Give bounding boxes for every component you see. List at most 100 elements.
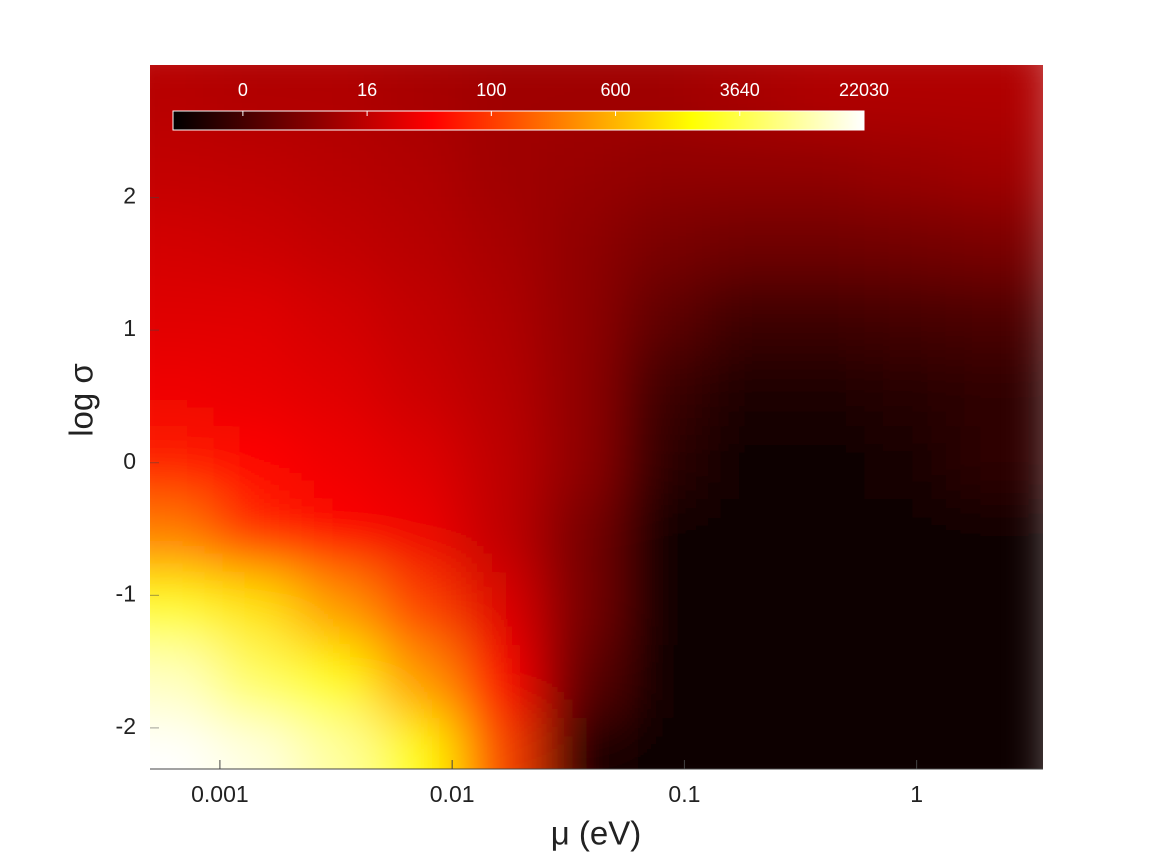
heat-cell — [783, 353, 866, 427]
heat-cell — [619, 426, 703, 500]
heat-cell — [702, 207, 785, 281]
heat-cell — [150, 499, 215, 573]
heat-cell — [864, 426, 947, 500]
heat-cell — [619, 717, 703, 769]
heat-cell — [213, 499, 297, 573]
heat-cell — [150, 353, 215, 427]
heat-cell — [539, 426, 621, 500]
heat-cell — [377, 426, 460, 500]
heat-cell — [619, 134, 703, 209]
heat-cell — [864, 645, 947, 719]
heat-cell — [150, 280, 215, 354]
axes: 0.001 0.01 0.1 1 -2 -1 0 1 2 0 16 100 600 3640 22030 — [116, 80, 923, 807]
y-tick-label: -2 — [116, 713, 136, 739]
heat-cell — [783, 280, 866, 354]
colorbar-tick-label: 100 — [476, 80, 506, 100]
heat-cell — [702, 499, 785, 573]
heat-cell — [377, 717, 460, 769]
x-tick-label: 0.1 — [668, 781, 700, 807]
heat-cell — [864, 499, 947, 573]
heat-cell — [377, 572, 460, 646]
heat-cell — [377, 645, 460, 719]
heat-cell — [783, 499, 866, 573]
heat-cell — [458, 207, 540, 281]
heat-cell — [702, 353, 785, 427]
heat-cell — [295, 207, 378, 281]
heat-cell — [619, 207, 703, 281]
heat-cell — [458, 717, 540, 769]
heat-cell — [783, 717, 866, 769]
heat-cell — [864, 717, 947, 769]
heat-cell — [702, 134, 785, 209]
heat-cell — [458, 645, 540, 719]
heat-cell — [783, 645, 866, 719]
heat-cell — [539, 134, 621, 209]
heat-cell — [295, 134, 378, 209]
heat-cell — [864, 65, 947, 136]
heat-cell — [619, 280, 703, 354]
heat-cell — [619, 645, 703, 719]
heat-cell — [458, 353, 540, 427]
heat-cell — [945, 353, 1043, 427]
heat-cell — [945, 717, 1043, 769]
heat-cell — [945, 134, 1043, 209]
y-tick-label: 2 — [123, 183, 136, 209]
heat-cell — [377, 499, 460, 573]
heat-cell — [702, 280, 785, 354]
heat-cell — [213, 353, 297, 427]
heat-cell — [702, 717, 785, 769]
heat-cell — [150, 645, 215, 719]
heat-cell — [213, 572, 297, 646]
heat-cell — [213, 134, 297, 209]
heat-cell — [783, 134, 866, 209]
heat-cell — [539, 207, 621, 281]
heat-cell — [702, 572, 785, 646]
heat-cell — [150, 134, 215, 209]
heat-cell — [213, 645, 297, 719]
colorbar-tick-label: 16 — [357, 80, 377, 100]
heat-cell — [213, 426, 297, 500]
heat-cell — [783, 426, 866, 500]
x-tick-label: 1 — [910, 781, 923, 807]
heat-cell — [539, 572, 621, 646]
heat-cell — [458, 499, 540, 573]
heat-cell — [619, 353, 703, 427]
heat-cell — [458, 572, 540, 646]
colorbar-tick-label: 600 — [601, 80, 631, 100]
heat-cell — [539, 499, 621, 573]
heat-cell — [945, 65, 1043, 136]
heat-cell — [864, 207, 947, 281]
heat-cell — [213, 717, 297, 769]
heat-cell — [458, 134, 540, 209]
heat-cell — [150, 426, 215, 500]
heat-cell — [702, 645, 785, 719]
heat-cell — [377, 280, 460, 354]
plot-area — [150, 65, 1043, 769]
heat-cell — [150, 717, 215, 769]
heat-cell — [864, 572, 947, 646]
heat-cell — [213, 207, 297, 281]
heat-cell — [377, 134, 460, 209]
heat-cell — [945, 426, 1043, 500]
heat-cell — [539, 353, 621, 427]
heat-cell — [945, 645, 1043, 719]
heat-cell — [295, 572, 378, 646]
heat-cell — [945, 572, 1043, 646]
heat-cell — [458, 280, 540, 354]
colorbar-tick-label: 0 — [238, 80, 248, 100]
heat-cell — [377, 353, 460, 427]
heat-cell — [539, 717, 621, 769]
x-axis-label: μ (eV) — [551, 815, 642, 852]
heat-cell — [539, 280, 621, 354]
heat-cell — [783, 207, 866, 281]
heat-cell — [377, 207, 460, 281]
heat-cell — [295, 717, 378, 769]
colorbar-tick-label: 22030 — [839, 80, 889, 100]
colorbar — [172, 110, 865, 131]
y-tick-label: -1 — [116, 580, 136, 606]
heat-cell — [150, 572, 215, 646]
heat-cell — [945, 207, 1043, 281]
y-tick-label: 1 — [123, 315, 136, 341]
y-axis-label: log σ — [63, 363, 100, 437]
heat-cell — [619, 499, 703, 573]
